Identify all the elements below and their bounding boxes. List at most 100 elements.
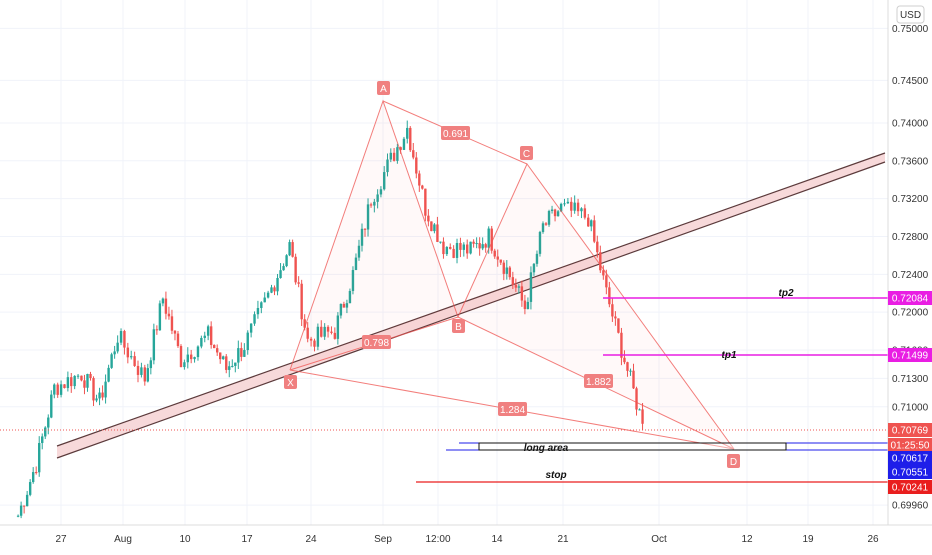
candle-body: [596, 241, 599, 253]
candle-body: [608, 287, 611, 305]
ratio-label-ac[interactable]: 0.691: [441, 126, 470, 140]
ratio-label-bd[interactable]: 1.882: [584, 374, 613, 388]
candle-body: [297, 282, 300, 284]
candle-body: [53, 384, 56, 395]
candle-body: [544, 223, 548, 225]
candle-body: [306, 327, 309, 339]
candle-body: [59, 384, 63, 395]
candle-body: [499, 259, 502, 263]
candle-body: [288, 242, 291, 256]
price-badge-text: 0.72084: [892, 294, 929, 305]
candle-body: [383, 172, 386, 190]
candle-body: [92, 378, 95, 401]
time-tick-label: 21: [557, 534, 569, 545]
candle-body: [86, 373, 89, 388]
candle-body: [237, 348, 240, 363]
time-tick-label: 24: [305, 534, 317, 545]
candle-body: [514, 284, 518, 288]
candle-body: [119, 331, 123, 343]
candle-body: [222, 356, 225, 360]
candle-body: [47, 417, 50, 428]
candle-body: [635, 388, 638, 410]
time-tick-label: Oct: [651, 534, 667, 545]
candle-body: [179, 346, 183, 368]
ratio-xd-text: 1.284: [500, 405, 525, 416]
currency-button[interactable]: USD: [896, 5, 925, 24]
candle-body: [133, 356, 136, 366]
candle-body: [80, 375, 83, 381]
candle-body: [399, 147, 402, 150]
price-badge: [888, 451, 932, 465]
price-axis[interactable]: 0.699600.710000.713000.716000.720000.724…: [887, 0, 932, 525]
candles: [16, 120, 644, 519]
candle-body: [373, 201, 376, 206]
time-tick-label: 12: [741, 534, 753, 545]
pattern-point-d-label: D: [730, 457, 737, 468]
candle-body: [146, 368, 150, 382]
pattern-point-a[interactable]: A: [377, 81, 390, 95]
candle-body: [412, 150, 415, 158]
candle-body: [313, 340, 316, 347]
price-tick-label: 0.72800: [892, 232, 929, 243]
candle-body: [386, 159, 389, 173]
candle-body: [143, 367, 146, 382]
long-area-zone[interactable]: long area: [446, 442, 888, 454]
currency-label: USD: [900, 10, 921, 21]
price-badge-text: 0.70769: [892, 426, 929, 437]
price-tick-label: 0.72000: [892, 308, 929, 319]
tp2-level[interactable]: tp2: [603, 288, 888, 299]
price-badge-text: 0.70551: [892, 468, 929, 479]
pattern-point-a-label: A: [380, 84, 387, 95]
harmonic-pattern[interactable]: [289, 99, 735, 450]
candle-body: [342, 303, 346, 308]
candle-body: [421, 185, 424, 189]
ratio-label-xd[interactable]: 1.284: [498, 402, 527, 416]
candle-body: [563, 203, 566, 205]
price-badge-text: 0.70617: [892, 454, 929, 465]
candle-body: [158, 303, 162, 331]
candle-body: [641, 409, 644, 424]
candle-body: [31, 472, 35, 483]
ratio-label-xb[interactable]: 0.798: [362, 335, 391, 349]
pattern-point-c[interactable]: C: [520, 146, 533, 160]
candle-body: [339, 303, 343, 316]
price-tick-label: 0.72400: [892, 270, 929, 281]
trend-channel[interactable]: [56, 152, 886, 459]
candle-body: [126, 347, 130, 358]
candle-body: [517, 286, 521, 288]
candle-body: [189, 354, 193, 360]
candle-body: [323, 326, 326, 337]
candle-body: [481, 244, 484, 249]
candle-body: [320, 326, 323, 337]
time-axis[interactable]: 27 Aug 10 17 24 Sep 12:00 14 21 Oct 12 19 26: [0, 524, 932, 545]
price-tick-label: 0.73600: [892, 156, 929, 167]
candle-body: [231, 365, 234, 367]
candle-body: [326, 326, 330, 332]
candle-body: [66, 377, 70, 389]
pattern-point-x[interactable]: X: [284, 375, 297, 389]
candle-body: [19, 505, 23, 516]
candle-body: [496, 256, 499, 260]
candle-body: [209, 326, 213, 345]
tp1-label: tp1: [722, 350, 737, 361]
candle-body: [203, 335, 206, 338]
candle-body: [336, 315, 340, 339]
candle-body: [130, 356, 133, 358]
candle-body: [170, 316, 174, 331]
candle-body: [140, 367, 143, 375]
candle-body: [95, 398, 98, 401]
candle-body: [547, 211, 551, 225]
pattern-point-d[interactable]: D: [727, 454, 740, 468]
price-badge: [888, 348, 932, 362]
candle-body: [379, 189, 383, 195]
candle-body: [617, 318, 620, 333]
candle-body: [228, 366, 231, 370]
tp1-level[interactable]: tp1: [603, 350, 888, 361]
candle-body: [116, 342, 119, 352]
pattern-point-b[interactable]: B: [452, 319, 465, 333]
candle-body: [348, 290, 352, 304]
time-tick-label: Sep: [374, 534, 392, 545]
stop-level[interactable]: stop: [416, 470, 888, 483]
